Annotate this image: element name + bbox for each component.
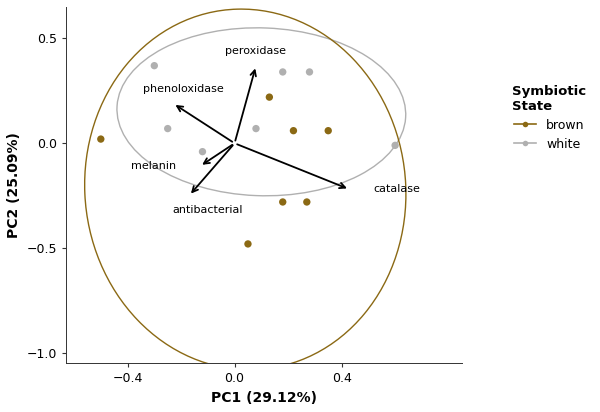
Point bbox=[243, 241, 253, 247]
Text: antibacterial: antibacterial bbox=[173, 205, 243, 215]
Point bbox=[278, 199, 287, 205]
Text: melanin: melanin bbox=[131, 162, 176, 171]
Point bbox=[96, 136, 106, 143]
Point bbox=[197, 148, 207, 155]
Point bbox=[163, 125, 172, 132]
Text: peroxidase: peroxidase bbox=[226, 46, 286, 56]
Text: phenoloxidase: phenoloxidase bbox=[143, 84, 224, 94]
Text: catalase: catalase bbox=[374, 185, 421, 194]
Point bbox=[289, 127, 298, 134]
Point bbox=[391, 142, 400, 149]
Point bbox=[149, 62, 159, 69]
Point bbox=[305, 69, 314, 75]
Y-axis label: PC2 (25.09%): PC2 (25.09%) bbox=[7, 132, 21, 238]
Point bbox=[251, 125, 261, 132]
Point bbox=[265, 94, 274, 101]
Point bbox=[278, 69, 287, 75]
X-axis label: PC1 (29.12%): PC1 (29.12%) bbox=[211, 391, 317, 405]
Legend: brown, white: brown, white bbox=[512, 84, 586, 151]
Point bbox=[323, 127, 333, 134]
Point bbox=[302, 199, 311, 205]
